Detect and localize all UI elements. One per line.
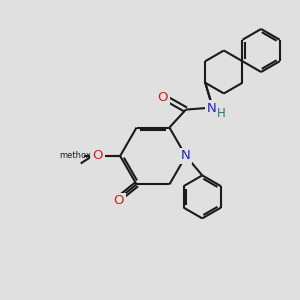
Text: O: O <box>92 149 103 163</box>
Text: O: O <box>158 91 168 104</box>
Text: methoxy: methoxy <box>59 152 96 160</box>
Text: O: O <box>92 149 102 163</box>
Text: O: O <box>113 194 124 207</box>
Text: N: N <box>181 149 191 163</box>
Text: N: N <box>206 102 216 115</box>
Text: H: H <box>216 107 225 120</box>
